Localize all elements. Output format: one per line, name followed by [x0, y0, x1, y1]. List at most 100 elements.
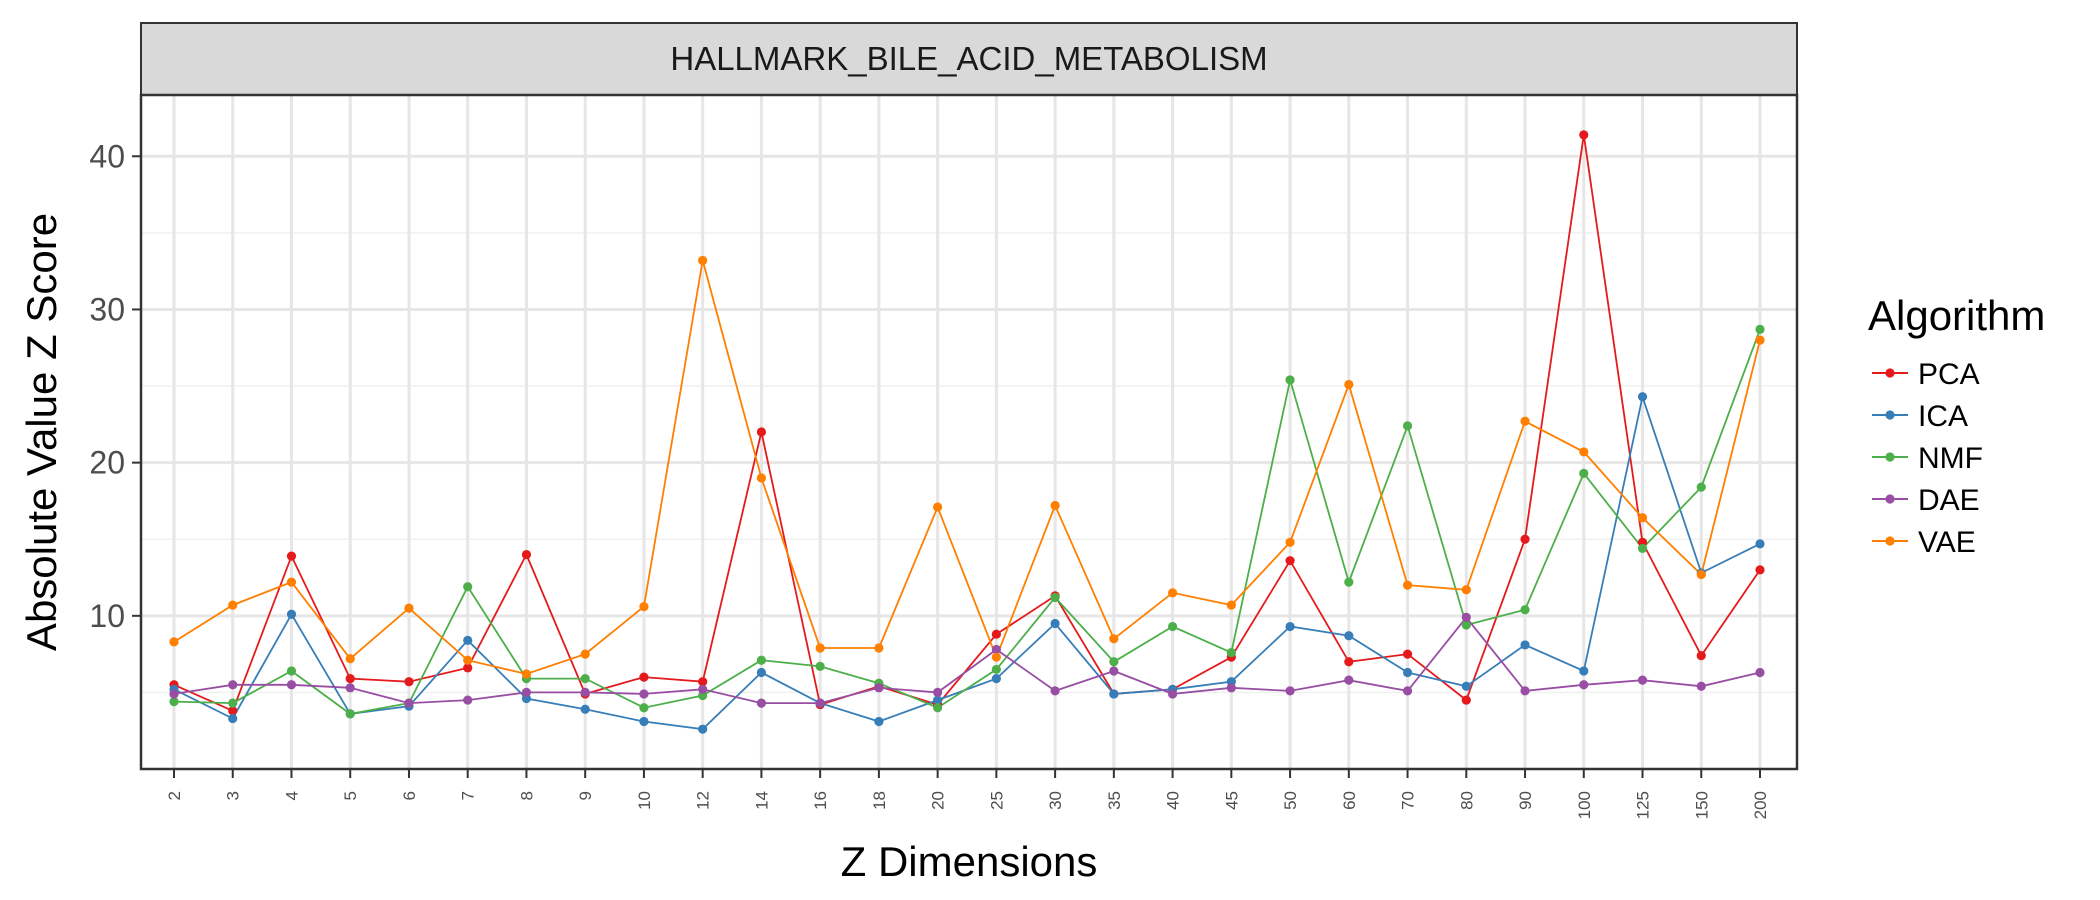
data-point-vae: [1755, 335, 1765, 345]
x-tick-label: 4: [282, 791, 301, 800]
data-point-nmf: [286, 666, 297, 676]
x-tick-label: 70: [1399, 791, 1418, 810]
data-point-nmf: [1167, 621, 1178, 632]
x-tick-label: 5: [341, 791, 360, 800]
legend-title: Algorithm: [1868, 292, 2045, 339]
legend-label-pca: PCA: [1918, 358, 1980, 391]
data-point-ica: [1109, 689, 1119, 699]
data-point-vae: [345, 654, 355, 664]
data-point-nmf: [1050, 592, 1060, 603]
data-point-ica: [286, 609, 297, 619]
series-line-pca: [173, 134, 1761, 713]
data-point-dae: [1050, 686, 1060, 696]
data-point-nmf: [228, 698, 238, 708]
x-tick-label: 10: [635, 791, 654, 810]
data-point-vae: [404, 603, 414, 613]
x-axis-title: Z Dimensions: [841, 838, 1098, 885]
data-point-ica: [933, 695, 943, 705]
x-tick-label: 50: [1281, 791, 1300, 810]
y-tick-label: 20: [89, 445, 125, 481]
data-point-vae: [1461, 585, 1471, 595]
x-tick-label: 125: [1634, 791, 1653, 819]
data-point-vae: [991, 652, 1001, 662]
legend-key-point-ica: [1885, 410, 1895, 420]
data-point-vae: [1285, 537, 1295, 547]
data-point-ica: [1402, 667, 1413, 678]
data-point-dae: [463, 695, 473, 705]
data-point-pca: [639, 672, 649, 682]
data-point-vae: [521, 669, 532, 679]
x-tick-label: 80: [1457, 791, 1476, 810]
data-point-ica: [1344, 631, 1354, 641]
data-point-vae: [1579, 447, 1589, 457]
data-point-dae: [1755, 667, 1765, 678]
facet-title: HALLMARK_BILE_ACID_METABOLISM: [670, 40, 1267, 77]
x-tick-label: 14: [752, 791, 771, 810]
data-point-vae: [815, 643, 825, 653]
data-point-nmf: [756, 655, 767, 665]
data-point-pca: [1344, 657, 1354, 667]
data-point-vae: [1050, 500, 1060, 511]
data-point-nmf: [991, 664, 1001, 675]
data-point-pca: [345, 674, 355, 684]
data-point-dae: [991, 644, 1001, 655]
y-axis-title: Absolute Value Z Score: [18, 213, 65, 651]
x-tick-label: 25: [987, 791, 1006, 810]
x-tick-label: 16: [811, 791, 830, 810]
data-point-dae: [698, 684, 708, 694]
data-point-nmf: [580, 674, 590, 684]
data-point-nmf: [1109, 657, 1119, 667]
y-tick-label: 40: [89, 138, 125, 174]
data-point-pca: [698, 677, 708, 687]
data-point-dae: [1637, 675, 1648, 685]
x-tick-label: 60: [1340, 791, 1359, 810]
data-point-vae: [1344, 379, 1354, 390]
x-tick-label: 45: [1222, 791, 1241, 810]
data-point-ica: [756, 667, 767, 678]
data-point-nmf: [815, 661, 825, 671]
data-point-ica: [874, 716, 884, 727]
data-point-pca: [1579, 130, 1589, 140]
data-point-ica: [1050, 618, 1060, 629]
data-point-vae: [874, 643, 884, 653]
data-point-vae: [1226, 600, 1236, 610]
x-tick-label: 3: [224, 791, 243, 800]
x-tick-label: 150: [1692, 791, 1711, 819]
data-point-ica: [1461, 681, 1471, 691]
x-tick-label: 7: [459, 791, 478, 800]
x-tick-label: 30: [1046, 791, 1065, 810]
data-point-dae: [404, 698, 414, 708]
data-point-dae: [756, 698, 767, 708]
data-point-vae: [228, 600, 238, 610]
data-point-dae: [815, 698, 825, 708]
data-point-nmf: [463, 582, 473, 592]
y-axis: 10 20 30 40: [89, 138, 141, 634]
data-point-nmf: [1755, 324, 1765, 334]
legend-label-dae: DAE: [1918, 484, 1980, 517]
series-line-nmf: [173, 329, 1761, 715]
x-tick-label: 8: [517, 791, 536, 800]
data-point-ica: [1579, 666, 1589, 676]
data-point-pca: [1520, 534, 1530, 544]
x-tick-label: 100: [1575, 791, 1594, 819]
data-point-pca: [756, 427, 767, 437]
data-point-vae: [580, 649, 590, 659]
data-point-nmf: [1226, 647, 1236, 658]
data-point-vae: [698, 255, 708, 266]
data-point-vae: [1167, 588, 1178, 598]
data-point-dae: [639, 689, 649, 699]
data-point-vae: [1520, 416, 1530, 426]
series-lines: [173, 134, 1761, 731]
data-point-dae: [345, 683, 355, 693]
data-point-dae: [874, 683, 884, 693]
data-point-pca: [1402, 649, 1413, 659]
legend: Algorithm PCA ICA NMF DAE VAE: [1868, 292, 2045, 559]
data-point-ica: [991, 674, 1001, 684]
data-point-nmf: [639, 703, 649, 713]
data-point-nmf: [933, 703, 943, 713]
data-point-pca: [228, 706, 238, 716]
data-point-dae: [1109, 666, 1119, 676]
data-point-dae: [1226, 683, 1236, 693]
series-line-vae: [173, 260, 1761, 675]
data-point-ica: [1755, 539, 1765, 549]
